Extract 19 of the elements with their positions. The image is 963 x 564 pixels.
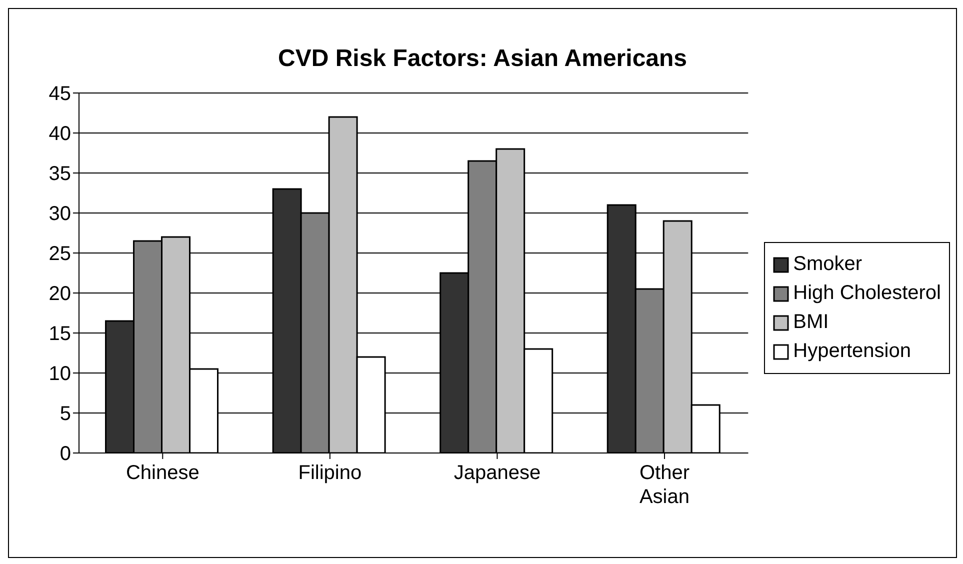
- x-tick-label: Other Asian: [639, 462, 690, 508]
- y-tick-label: 10: [48, 363, 71, 386]
- legend-label: Smoker: [793, 253, 862, 276]
- legend-label: BMI: [793, 311, 829, 334]
- x-tick-label: Japanese: [454, 462, 541, 484]
- y-tick-label: 5: [60, 403, 71, 426]
- y-tick-label: 40: [48, 123, 71, 146]
- legend-label: Hypertension: [793, 340, 911, 363]
- y-tick-label: 30: [48, 203, 71, 226]
- y-tick-label: 20: [48, 283, 71, 306]
- y-tick-label: 0: [60, 443, 71, 466]
- legend-label: High Cholesterol: [793, 282, 941, 305]
- y-tick-label: 25: [48, 243, 71, 266]
- y-tick-label: 45: [48, 83, 71, 106]
- x-tick-label: Filipino: [298, 462, 362, 484]
- x-tick-label: Chinese: [126, 462, 200, 484]
- y-tick-label: 35: [48, 163, 71, 186]
- y-tick-label: 15: [48, 323, 71, 346]
- chart-title: CVD Risk Factors: Asian Americans: [276, 45, 688, 73]
